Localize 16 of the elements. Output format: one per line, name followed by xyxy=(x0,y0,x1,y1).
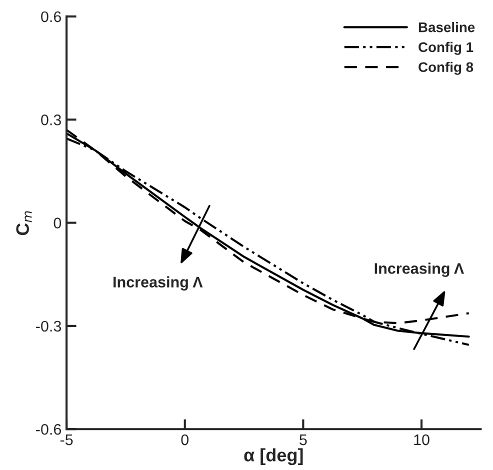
y-tick-label: 0 xyxy=(54,218,62,228)
y-axis-title: C$_{m}$ xyxy=(16,211,32,236)
x-tick-label: -5 xyxy=(60,434,73,446)
y-tick-label: 0.6 xyxy=(41,11,62,22)
x-tick-label: 10 xyxy=(414,434,430,446)
y-tick-label: -0.6 xyxy=(36,424,62,435)
legend-label: Baseline xyxy=(418,22,475,32)
legend-label: Config 1 xyxy=(418,42,474,55)
y-tick-label: 0.3 xyxy=(41,114,62,126)
annotation: Increasing Λ xyxy=(114,276,203,291)
legend-label: Config 8 xyxy=(418,62,474,75)
y-tick-label: -0.3 xyxy=(36,320,62,332)
x-tick-label: 0 xyxy=(181,434,189,446)
x-tick-label: 5 xyxy=(300,434,307,446)
x-axis-title: α [deg] xyxy=(244,448,303,466)
annotation: Increasing Λ xyxy=(374,262,464,277)
